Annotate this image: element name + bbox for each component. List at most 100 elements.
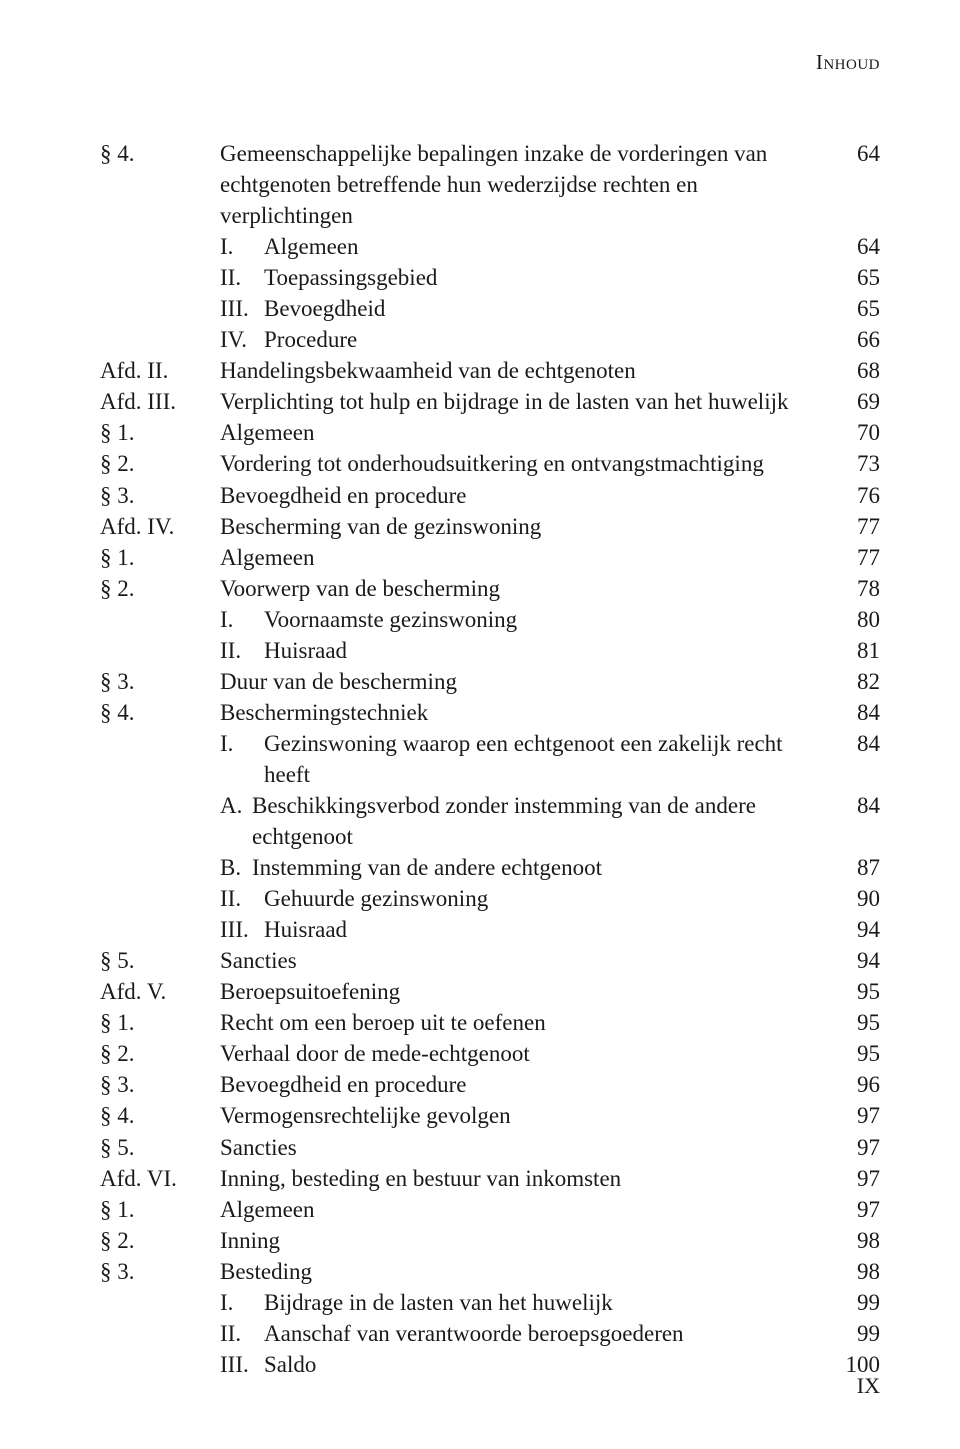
toc-sub-roman-label: II.	[220, 1318, 264, 1349]
toc-row-page: 77	[824, 511, 880, 542]
toc-row: § 2.Verhaal door de mede-echtgenoot95	[100, 1038, 880, 1069]
toc-row-text: III.Saldo	[220, 1349, 824, 1380]
toc-row-text: A.Beschikkingsverbod zonder instemming v…	[220, 790, 824, 852]
toc-row: I.Voornaamste gezinswoning80	[100, 604, 880, 635]
toc-row-page: 98	[824, 1256, 880, 1287]
toc-row: § 1.Algemeen70	[100, 417, 880, 448]
toc-row-text: II.Aanschaf van verantwoorde beroepsgoed…	[220, 1318, 824, 1349]
toc-row-text: II.Huisraad	[220, 635, 824, 666]
toc-row-text: IV.Procedure	[220, 324, 824, 355]
toc-row-page: 76	[824, 480, 880, 511]
toc-sub-roman-text: Gehuurde gezinswoning	[264, 883, 810, 914]
toc-row: § 4.Beschermingstechniek84	[100, 697, 880, 728]
toc-row: IV.Procedure66	[100, 324, 880, 355]
toc-row-page: 99	[824, 1318, 880, 1349]
toc-row: § 3.Bevoegdheid en procedure76	[100, 480, 880, 511]
toc-row-label: Afd. IV.	[100, 511, 220, 542]
toc-row: § 4.Vermogensrechtelijke gevolgen97	[100, 1100, 880, 1131]
toc-row-label: § 4.	[100, 1100, 220, 1131]
toc-row-text: Bescherming van de gezinswoning	[220, 511, 824, 542]
toc-row-text: I.Bijdrage in de lasten van het huwelijk	[220, 1287, 824, 1318]
toc-row-page: 97	[824, 1194, 880, 1225]
toc-row-text: Sancties	[220, 1132, 824, 1163]
toc-row: § 5.Sancties97	[100, 1132, 880, 1163]
toc-row-page: 98	[824, 1225, 880, 1256]
toc-sub-roman-label: II.	[220, 635, 264, 666]
toc-row-page: 97	[824, 1132, 880, 1163]
toc-row-label: § 5.	[100, 945, 220, 976]
toc-row-label: § 1.	[100, 417, 220, 448]
toc-sub-roman-label: III.	[220, 1349, 264, 1380]
running-head: Inhoud	[816, 48, 880, 76]
toc-sub-roman-label: III.	[220, 914, 264, 945]
toc-row-label: Afd. III.	[100, 386, 220, 417]
toc-row-text: Verplichting tot hulp en bijdrage in de …	[220, 386, 824, 417]
toc-row: I.Gezinswoning waarop een echtgenoot een…	[100, 728, 880, 790]
toc-row: II.Huisraad81	[100, 635, 880, 666]
toc-row: A.Beschikkingsverbod zonder instemming v…	[100, 790, 880, 852]
toc-row-text: Algemeen	[220, 542, 824, 573]
toc-row-label: § 2.	[100, 573, 220, 604]
toc-row-page: 65	[824, 293, 880, 324]
toc-row-text: B.Instemming van de andere echtgenoot	[220, 852, 824, 883]
toc-row-page: 84	[824, 728, 880, 759]
toc-row-page: 84	[824, 697, 880, 728]
toc-row-page: 95	[824, 1038, 880, 1069]
toc-row: § 3.Bevoegdheid en procedure96	[100, 1069, 880, 1100]
toc-row-page: 97	[824, 1163, 880, 1194]
toc-row: Afd. VI.Inning, besteding en bestuur van…	[100, 1163, 880, 1194]
toc-row-label: § 5.	[100, 1132, 220, 1163]
toc-row: § 2.Voorwerp van de bescherming78	[100, 573, 880, 604]
toc-row-page: 87	[824, 852, 880, 883]
toc-row-text: Besteding	[220, 1256, 824, 1287]
toc-row-text: Recht om een beroep uit te oefenen	[220, 1007, 824, 1038]
toc-row-page: 64	[824, 138, 880, 169]
toc-row-page: 84	[824, 790, 880, 821]
toc-row: § 2.Vordering tot onderhoudsuitkering en…	[100, 448, 880, 479]
toc-row: § 2.Inning98	[100, 1225, 880, 1256]
toc-row-page: 77	[824, 542, 880, 573]
toc-row: § 1.Algemeen77	[100, 542, 880, 573]
toc-sub-letter-text: Beschikkingsverbod zonder instemming van…	[252, 790, 810, 852]
toc-row: III.Bevoegdheid65	[100, 293, 880, 324]
toc-sub-letter-label: B.	[220, 852, 252, 883]
toc-row-label: § 3.	[100, 1069, 220, 1100]
toc-sub-roman-label: II.	[220, 883, 264, 914]
toc-row: § 1.Recht om een beroep uit te oefenen95	[100, 1007, 880, 1038]
toc-sub-roman-label: I.	[220, 1287, 264, 1318]
toc-row-text: II.Gehuurde gezinswoning	[220, 883, 824, 914]
toc-sub-letter-text: Instemming van de andere echtgenoot	[252, 852, 810, 883]
toc-row: Afd. II.Handelingsbekwaamheid van de ech…	[100, 355, 880, 386]
toc-row-page: 90	[824, 883, 880, 914]
toc-row-text: Sancties	[220, 945, 824, 976]
toc-row-label: Afd. V.	[100, 976, 220, 1007]
toc-row-label: Afd. VI.	[100, 1163, 220, 1194]
toc-row-label: § 2.	[100, 448, 220, 479]
toc-row-page: 64	[824, 231, 880, 262]
toc-row: § 4.Gemeenschappelijke bepalingen inzake…	[100, 138, 880, 231]
toc-row-page: 66	[824, 324, 880, 355]
toc-row-text: III.Bevoegdheid	[220, 293, 824, 324]
toc-row-label: § 3.	[100, 480, 220, 511]
toc-row-text: Vermogensrechtelijke gevolgen	[220, 1100, 824, 1131]
toc-row-page: 78	[824, 573, 880, 604]
toc-row-label: § 1.	[100, 1007, 220, 1038]
toc-row-page: 99	[824, 1287, 880, 1318]
toc-row-page: 95	[824, 1007, 880, 1038]
toc-row-page: 80	[824, 604, 880, 635]
toc-row-text: I.Voornaamste gezinswoning	[220, 604, 824, 635]
toc-row-label: § 2.	[100, 1038, 220, 1069]
toc-sub-roman-label: I.	[220, 231, 264, 262]
toc-row-text: Vordering tot onderhoudsuitkering en ont…	[220, 448, 824, 479]
toc-row-page: 97	[824, 1100, 880, 1131]
toc-row-label: Afd. II.	[100, 355, 220, 386]
toc-row-page: 68	[824, 355, 880, 386]
toc-row-label: § 2.	[100, 1225, 220, 1256]
toc-sub-roman-label: III.	[220, 293, 264, 324]
toc-sub-roman-text: Aanschaf van verantwoorde beroepsgoedere…	[264, 1318, 810, 1349]
toc-row: II.Aanschaf van verantwoorde beroepsgoed…	[100, 1318, 880, 1349]
toc-sub-roman-text: Procedure	[264, 324, 810, 355]
toc-row: Afd. III.Verplichting tot hulp en bijdra…	[100, 386, 880, 417]
toc-row-text: Inning	[220, 1225, 824, 1256]
toc-row-text: Gemeenschappelijke bepalingen inzake de …	[220, 138, 824, 231]
